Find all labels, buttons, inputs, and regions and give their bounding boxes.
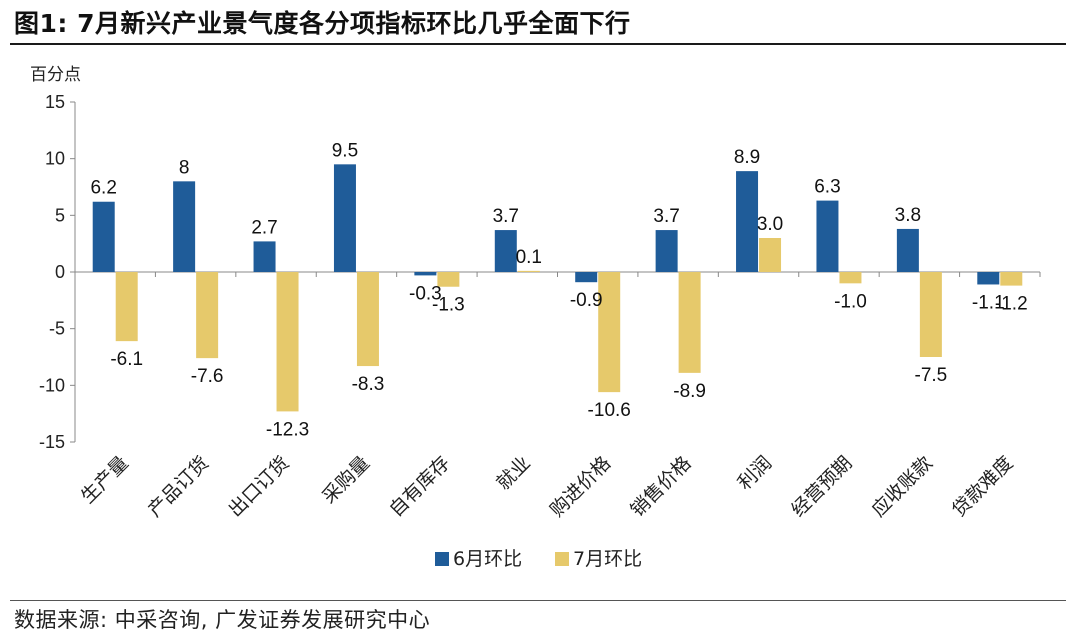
- x-category-label: 采购量: [318, 452, 374, 508]
- y-axis-unit-label: 百分点: [30, 65, 81, 85]
- bar-july-mom: [517, 270, 540, 272]
- x-category-label: 应收账款: [868, 452, 937, 521]
- data-label-june: 6.2: [90, 178, 116, 199]
- bar-june-mom: [253, 241, 276, 272]
- bar-june-mom: [896, 228, 919, 272]
- data-label-july: -1.2: [995, 294, 1028, 315]
- source-rule: [10, 600, 1066, 601]
- data-label-july: -6.1: [110, 349, 143, 370]
- x-category-label: 自有库存: [385, 452, 454, 521]
- bar-july-mom: [839, 272, 862, 284]
- bar-june-mom: [333, 164, 356, 272]
- bar-chart: 百分点 15 10 5 0 -5 -10 -15 生产量 产品订货 出口订货 采购量 自有库存 就业 购进价…: [30, 65, 1041, 570]
- data-label-june: 3.7: [493, 206, 519, 227]
- bar-june-mom: [494, 230, 517, 272]
- bar-july-mom: [115, 272, 138, 342]
- bar-july-mom: [598, 272, 621, 393]
- x-category-label: 利润: [734, 452, 776, 494]
- data-label-june: -0.9: [570, 290, 603, 311]
- y-tick-label: 0: [55, 262, 65, 282]
- y-tick-label: -10: [39, 375, 65, 395]
- bar-june-mom: [977, 272, 1000, 285]
- y-tick-label: -15: [39, 432, 65, 452]
- figure-title: 图1: 7月新兴产业景气度各分项指标环比几乎全面下行: [14, 9, 631, 38]
- bar-june-mom: [575, 272, 598, 283]
- bar-july-mom: [276, 272, 299, 412]
- y-tick-label: -5: [49, 319, 65, 339]
- x-category-label: 购进价格: [546, 452, 615, 521]
- data-label-july: -1.3: [432, 295, 465, 316]
- bar-july-mom: [678, 272, 701, 373]
- chart-data-labels: 6.2 -6.1 8 -7.6 2.7 -12.3 9.5 -8.3 -0.3-1.3 3.7 0.…: [90, 140, 1027, 440]
- y-tick-label: 10: [45, 149, 65, 169]
- data-label-july: -8.9: [673, 381, 706, 402]
- title-rule: [10, 43, 1066, 45]
- data-label-july: -10.6: [588, 400, 631, 421]
- chart-legend: 6月环比 7月环比: [435, 548, 642, 570]
- data-label-june: 3.7: [653, 206, 679, 227]
- legend-swatch-july: [555, 552, 569, 566]
- data-label-june: -0.3: [409, 283, 442, 304]
- x-category-label: 经营预期: [787, 452, 856, 521]
- bar-june-mom: [173, 181, 196, 272]
- x-category-label: 就业: [492, 452, 534, 494]
- bar-june-mom: [655, 230, 678, 272]
- data-label-june: 8.9: [734, 147, 760, 168]
- chart-axes: 百分点 15 10 5 0 -5 -10 -15 生产量 产品订货 出口订货 采购量 自有库存 就业 购进价…: [30, 65, 1041, 521]
- bar-june-mom: [736, 171, 759, 272]
- bar-july-mom: [1000, 272, 1023, 286]
- bar-june-mom: [816, 200, 839, 272]
- data-label-june: -1.1: [972, 292, 1005, 313]
- bar-june-mom: [414, 272, 437, 276]
- data-label-june: 9.5: [332, 140, 358, 161]
- source-note: 数据来源: 中采咨询, 广发证券发展研究中心: [14, 608, 431, 632]
- data-label-june: 2.7: [251, 217, 277, 238]
- x-category-label: 销售价格: [626, 452, 695, 521]
- data-label-july: -8.3: [352, 374, 385, 395]
- data-label-july: -7.6: [191, 366, 224, 387]
- chart-bars: [92, 164, 1023, 412]
- data-label-july: -12.3: [266, 419, 309, 440]
- bar-july-mom: [196, 272, 219, 359]
- data-label-july: 3.0: [757, 214, 783, 235]
- bar-july-mom: [759, 238, 782, 272]
- data-label-july: -1.0: [834, 291, 867, 312]
- data-label-july: 0.1: [516, 247, 542, 268]
- data-label-july: -7.5: [915, 365, 948, 386]
- x-category-label: 出口订货: [224, 452, 293, 521]
- bar-june-mom: [92, 201, 115, 272]
- data-label-june: 8: [179, 157, 190, 178]
- x-category-label: 产品订货: [144, 452, 213, 521]
- legend-label-july: 7月环比: [573, 548, 642, 570]
- y-tick-label: 15: [45, 92, 65, 112]
- legend-swatch-june: [435, 552, 449, 566]
- y-tick-label: 5: [55, 205, 65, 225]
- bar-july-mom: [437, 272, 460, 287]
- data-label-june: 3.8: [895, 205, 921, 226]
- x-category-label: 生产量: [77, 452, 133, 508]
- bar-july-mom: [919, 272, 942, 357]
- legend-label-june: 6月环比: [453, 548, 522, 570]
- data-label-june: 6.3: [814, 177, 840, 198]
- x-category-label: 贷款难度: [948, 452, 1017, 521]
- bar-july-mom: [356, 272, 379, 367]
